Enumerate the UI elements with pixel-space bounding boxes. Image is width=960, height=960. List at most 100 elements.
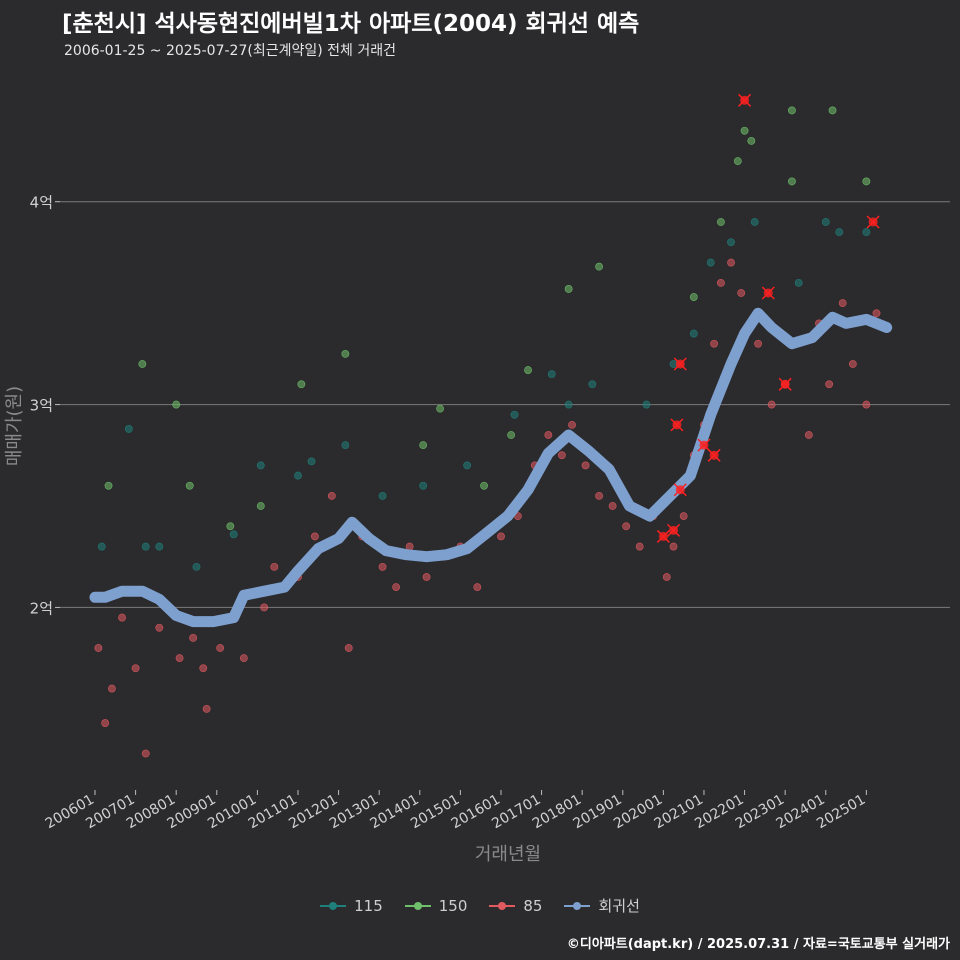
data-point-150 xyxy=(185,481,194,490)
data-point-150 xyxy=(733,157,742,166)
data-point-115 xyxy=(192,562,201,571)
data-point-150 xyxy=(172,400,181,409)
data-point-150 xyxy=(828,106,837,115)
data-point-85 xyxy=(679,512,688,521)
data-point-150 xyxy=(480,481,488,490)
y-tick-label: 4억 xyxy=(30,194,53,212)
data-point-85 xyxy=(710,339,719,348)
highlight-point xyxy=(670,418,684,432)
data-point-115 xyxy=(750,218,759,226)
data-point-85 xyxy=(872,309,881,318)
legend-label: 회귀선 xyxy=(598,897,640,915)
data-point-150 xyxy=(226,522,235,531)
legend-item: 115 xyxy=(320,897,383,915)
data-point-150 xyxy=(862,177,871,186)
highlight-point xyxy=(666,523,681,537)
data-point-85 xyxy=(270,562,279,571)
data-point-150 xyxy=(716,218,725,226)
data-point-85 xyxy=(202,704,211,713)
data-point-115 xyxy=(835,228,844,237)
data-point-115 xyxy=(727,238,735,247)
chart-title: [춘천시] 석사동현진에버빌1차 아파트(2004) 회귀선 예측 xyxy=(62,11,640,37)
data-point-85 xyxy=(344,644,353,652)
highlight-point xyxy=(761,286,775,300)
data-point-85 xyxy=(848,360,857,368)
data-point-85 xyxy=(825,380,834,389)
data-point-85 xyxy=(804,431,813,439)
legend-label: 115 xyxy=(354,896,383,915)
data-point-150 xyxy=(436,404,444,413)
y-axis-label: 매매가(원) xyxy=(4,386,25,466)
data-point-85 xyxy=(108,684,116,693)
data-point-150 xyxy=(747,136,756,145)
data-point-150 xyxy=(564,285,573,293)
data-point-85 xyxy=(497,532,505,541)
highlight-point xyxy=(738,93,752,107)
data-point-115 xyxy=(706,258,715,267)
data-point-115 xyxy=(97,542,106,551)
data-point-115 xyxy=(547,370,556,379)
data-point-115 xyxy=(588,380,597,389)
legend-item: 85 xyxy=(489,897,542,915)
data-point-115 xyxy=(419,481,428,490)
data-point-85 xyxy=(101,719,110,727)
data-point-115 xyxy=(862,228,871,237)
y-tick-label: 2억 xyxy=(30,599,53,617)
data-point-85 xyxy=(118,613,126,622)
legend-label: 85 xyxy=(523,896,543,915)
data-point-85 xyxy=(595,491,603,500)
data-point-115 xyxy=(510,410,519,419)
data-point-150 xyxy=(507,431,516,439)
data-point-85 xyxy=(862,400,871,409)
highlight-point xyxy=(673,483,687,497)
legend-label: 150 xyxy=(438,896,468,915)
data-point-85 xyxy=(405,542,414,551)
legend-key xyxy=(564,900,591,912)
data-point-85 xyxy=(669,542,678,551)
highlight-point xyxy=(697,438,711,452)
data-point-85 xyxy=(568,420,576,429)
data-point-150 xyxy=(138,360,147,368)
data-point-150 xyxy=(419,441,428,450)
data-point-85 xyxy=(716,278,725,287)
data-point-115 xyxy=(155,542,164,551)
data-point-85 xyxy=(392,583,401,592)
data-point-85 xyxy=(473,583,482,592)
data-point-115 xyxy=(463,461,472,470)
data-point-150 xyxy=(104,481,113,490)
data-point-150 xyxy=(788,177,796,186)
data-point-150 xyxy=(524,366,532,374)
data-point-115 xyxy=(378,491,387,500)
data-point-85 xyxy=(557,451,566,460)
data-point-85 xyxy=(422,573,431,581)
data-point-85 xyxy=(754,339,763,348)
data-point-150 xyxy=(595,262,603,271)
data-point-115 xyxy=(341,441,350,450)
data-point-150 xyxy=(341,349,350,358)
data-point-85 xyxy=(378,562,387,571)
data-point-115 xyxy=(564,400,573,409)
data-point-85 xyxy=(635,542,644,551)
data-point-85 xyxy=(175,654,184,663)
data-point-115 xyxy=(689,329,698,338)
data-point-85 xyxy=(141,749,150,758)
data-point-85 xyxy=(216,644,225,652)
data-point-85 xyxy=(260,603,269,612)
data-point-85 xyxy=(131,664,140,673)
data-point-150 xyxy=(256,502,265,510)
data-point-85 xyxy=(239,654,248,663)
source-caption: ©디아파트(dapt.kr) / 2025.07.31 / 자료=국토교통부 실… xyxy=(566,937,950,952)
data-point-85 xyxy=(767,400,776,409)
data-point-85 xyxy=(327,491,336,500)
regression-layer xyxy=(89,307,893,628)
legend: 115 150 85 회귀선 xyxy=(0,895,960,916)
data-point-85 xyxy=(662,573,671,581)
highlight-point xyxy=(707,448,721,462)
highlight-point xyxy=(866,215,880,229)
data-point-115 xyxy=(256,461,265,470)
data-point-85 xyxy=(199,664,208,673)
grid-layer xyxy=(60,201,950,608)
data-point-85 xyxy=(727,258,735,267)
data-point-150 xyxy=(689,293,698,301)
